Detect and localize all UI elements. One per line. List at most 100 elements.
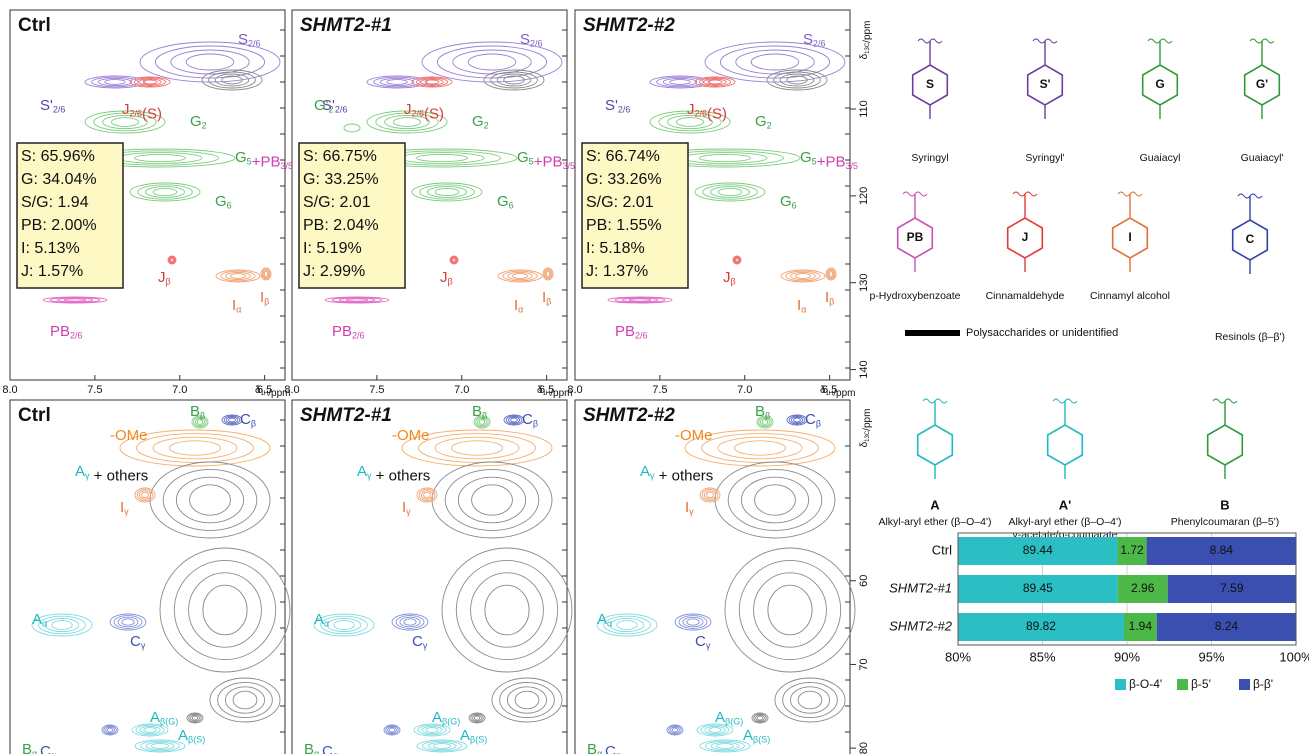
contour	[135, 724, 165, 736]
contour	[343, 123, 361, 133]
contour	[173, 559, 277, 661]
contour	[760, 417, 770, 427]
label-text: +PB	[252, 153, 281, 170]
label-sub: α	[42, 619, 47, 629]
label-sub: β	[546, 297, 551, 307]
label-text: +PB	[534, 153, 563, 170]
contour	[707, 79, 723, 85]
composition-line: J: 1.37%	[586, 263, 648, 280]
contour	[675, 117, 705, 127]
contour	[452, 49, 532, 75]
label-text: I	[260, 289, 264, 306]
peak-label: Cβ	[805, 411, 821, 429]
contour	[704, 725, 726, 735]
contour	[505, 415, 523, 425]
label-sub: β	[482, 411, 487, 421]
contour	[138, 78, 162, 86]
contour	[129, 182, 201, 202]
contour	[795, 273, 811, 279]
data-label: 89.82	[1026, 619, 1056, 633]
contour	[785, 270, 821, 282]
contour	[105, 726, 115, 734]
contour	[451, 440, 503, 456]
contour	[137, 184, 193, 200]
label-text: B	[755, 403, 765, 420]
label-text: δ	[255, 385, 261, 396]
contour	[324, 296, 390, 304]
contour	[386, 79, 408, 85]
contour	[503, 414, 525, 426]
label-text: δ	[820, 385, 826, 396]
structure-letter: S'	[1040, 77, 1051, 91]
wavy-bond	[1212, 398, 1238, 404]
label-text: J	[440, 269, 448, 286]
contour	[232, 690, 258, 710]
label-sub: 1H	[826, 391, 834, 397]
peak-label: δ1H/ppm	[820, 385, 855, 399]
contour	[56, 297, 94, 303]
contour	[699, 739, 751, 753]
contour	[196, 419, 204, 425]
contour	[699, 487, 721, 503]
data-label: 2.96	[1131, 581, 1155, 595]
label-sub: 2/6	[70, 331, 83, 341]
contour	[133, 77, 167, 87]
contour	[225, 271, 251, 281]
label-sub: γ	[406, 507, 411, 517]
label-sub: 2/6	[335, 105, 348, 115]
bar-segment	[1117, 575, 1168, 603]
label-text: A	[640, 463, 650, 480]
contour	[139, 725, 161, 735]
contour	[767, 584, 813, 636]
peak-label: Iβ	[542, 289, 551, 307]
contour	[444, 469, 540, 531]
label-sub: 2/6	[412, 109, 425, 119]
label-text: C	[40, 743, 51, 754]
label-sub: γ	[689, 507, 694, 517]
contour	[607, 296, 673, 304]
contour	[706, 491, 714, 499]
y-tick-label: 70	[858, 658, 870, 670]
label-text: /ppm	[268, 388, 290, 399]
contour	[391, 613, 429, 631]
contour	[143, 727, 157, 733]
peak-label: Cβ	[522, 411, 538, 429]
contour	[786, 414, 808, 426]
peak-label: δ13C/ppm	[859, 21, 873, 60]
contour	[134, 487, 156, 503]
contour	[366, 110, 448, 134]
peak-label: Iβ	[260, 289, 269, 307]
composition-line: G: 34.04%	[21, 171, 97, 188]
peak-label: Aβ(G)	[715, 709, 743, 727]
contour	[136, 488, 154, 502]
contour	[678, 615, 708, 629]
label-sub: α	[32, 749, 37, 754]
legend-label: β-5'	[1191, 677, 1211, 691]
label-sub: γ	[706, 641, 711, 651]
y-tick-label: 80	[858, 742, 870, 754]
label-sub: α	[801, 305, 806, 315]
contour	[717, 436, 803, 460]
contour	[170, 49, 250, 75]
contour	[733, 256, 741, 264]
contour	[106, 727, 114, 733]
contour	[709, 186, 751, 198]
y-tick-label: 130	[858, 274, 870, 292]
contour	[433, 743, 451, 749]
peak-label: Iγ	[120, 499, 129, 517]
peak-label: Cγ	[412, 633, 428, 651]
label-text: A	[432, 709, 442, 726]
structure-letter: C	[1246, 232, 1255, 246]
contour	[543, 268, 553, 280]
composition-line: S/G: 2.01	[586, 194, 654, 211]
composition-line: J: 2.99%	[303, 263, 365, 280]
label-text: G	[215, 193, 227, 210]
contour	[425, 727, 439, 733]
label-sub: γ	[650, 471, 655, 481]
label-text: -OMe	[392, 427, 430, 444]
contour	[782, 681, 838, 719]
peak-label: G2	[755, 113, 772, 131]
contour	[780, 269, 826, 283]
contour	[224, 686, 266, 714]
contour	[751, 712, 769, 724]
